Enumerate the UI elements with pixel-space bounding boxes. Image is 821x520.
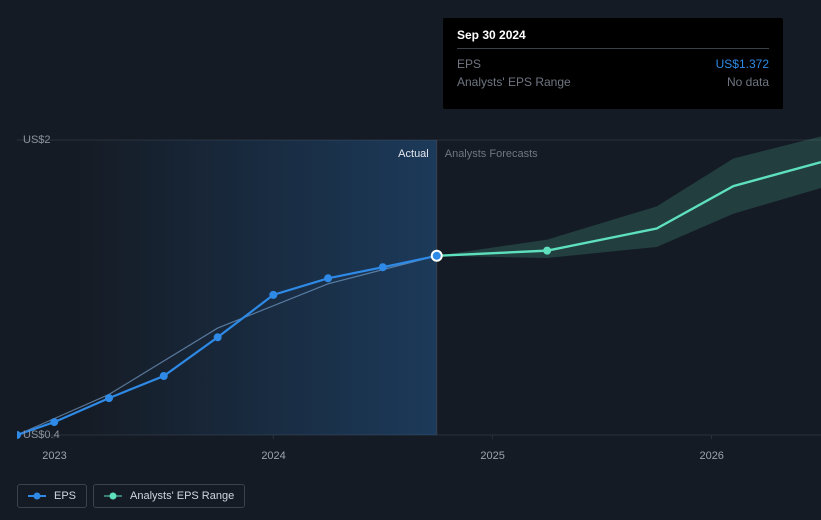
x-axis-label: 2026 — [699, 450, 723, 462]
legend-swatch-icon — [28, 491, 46, 501]
chart-legend: EPS Analysts' EPS Range — [17, 484, 245, 508]
legend-swatch-icon — [104, 491, 122, 501]
section-label-actual: Actual — [398, 148, 429, 160]
legend-item-range[interactable]: Analysts' EPS Range — [93, 484, 245, 508]
legend-label: EPS — [54, 490, 76, 502]
tooltip-key: Analysts' EPS Range — [457, 75, 571, 89]
y-axis-label: US$0.4 — [23, 429, 60, 441]
tooltip-date: Sep 30 2024 — [457, 28, 769, 49]
tooltip-key: EPS — [457, 57, 481, 71]
x-axis-label: 2023 — [42, 450, 66, 462]
y-axis-label: US$2 — [23, 134, 51, 146]
eps-chart: Sep 30 2024 EPS US$1.372 Analysts' EPS Ran… — [17, 0, 821, 520]
tooltip-row: Analysts' EPS Range No data — [457, 73, 769, 91]
tooltip-value: US$1.372 — [716, 57, 769, 71]
tooltip-row: EPS US$1.372 — [457, 55, 769, 73]
x-axis-label: 2024 — [261, 450, 285, 462]
legend-label: Analysts' EPS Range — [130, 490, 234, 502]
tooltip-value: No data — [727, 75, 769, 89]
x-axis-label: 2025 — [480, 450, 504, 462]
legend-item-eps[interactable]: EPS — [17, 484, 87, 508]
chart-tooltip: Sep 30 2024 EPS US$1.372 Analysts' EPS Ran… — [443, 18, 783, 109]
section-label-forecast: Analysts Forecasts — [445, 148, 538, 160]
